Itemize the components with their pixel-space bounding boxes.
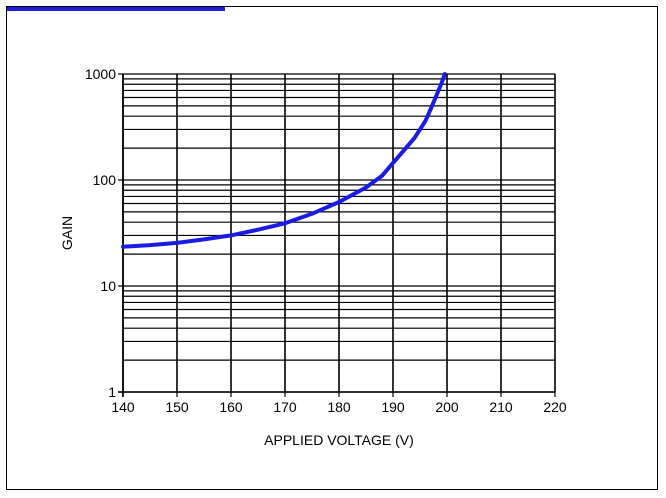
top-accent-bar	[7, 7, 225, 11]
x-tick-label: 190	[381, 399, 405, 415]
y-tick-label: 1	[108, 384, 116, 400]
y-tick-label: 100	[93, 172, 117, 188]
chart-frame	[6, 6, 658, 490]
x-tick-label: 180	[327, 399, 351, 415]
x-tick-label: 160	[219, 399, 243, 415]
x-tick-label: 140	[111, 399, 135, 415]
x-tick-label: 210	[489, 399, 513, 415]
gain-curve	[121, 72, 447, 249]
y-tick-label: 1000	[85, 66, 116, 82]
grid	[122, 73, 556, 393]
axes	[118, 73, 556, 397]
y-axis-title: GAIN	[59, 216, 75, 250]
x-tick-label: 200	[435, 399, 459, 415]
series-group	[121, 72, 447, 249]
y-tick-labels: 1 10 100 1000	[85, 66, 116, 400]
x-tick-label: 150	[165, 399, 189, 415]
y-tick-label: 10	[100, 278, 116, 294]
x-axis-title: APPLIED VOLTAGE (V)	[264, 432, 414, 448]
x-tick-label: 220	[543, 399, 567, 415]
x-tick-label: 170	[273, 399, 297, 415]
x-tick-labels: 140 150 160 170 180 190 200 210 220	[111, 399, 567, 415]
